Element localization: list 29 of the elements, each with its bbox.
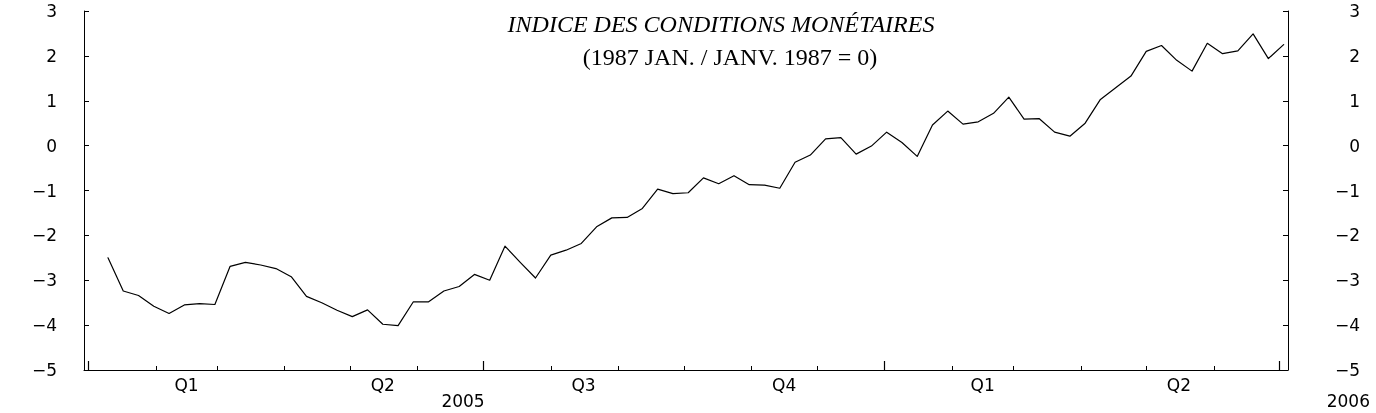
y2-tick-label: −2 (31, 225, 57, 246)
chart-title: INDICE DES CONDITIONS MONÉTAIRES (506, 11, 935, 37)
x-tick-label: Q2 (370, 374, 395, 395)
y-tick-label: −4 (1334, 315, 1360, 336)
y-tick-label: −3 (1334, 270, 1360, 291)
y-tick-label: −2 (1334, 225, 1360, 246)
y-tick-label: 1 (1349, 90, 1360, 111)
text: 2006 (1326, 390, 1370, 411)
text: 2005 (441, 390, 485, 411)
y2-tick-label: −1 (31, 180, 57, 201)
y2-tick-label: 1 (46, 90, 57, 111)
y2-tick-label: 3 (46, 1, 57, 21)
y2-tick-label: −4 (31, 315, 57, 336)
y-tick-label: 2 (1349, 45, 1360, 66)
y-tick-label: −5 (1334, 360, 1360, 380)
line-series (107, 33, 1285, 327)
y2-tick-label: 0 (46, 135, 57, 156)
y2-tick-label: −3 (31, 270, 57, 291)
x-tick-label: Q2 (1166, 374, 1192, 395)
y-tick-label: −1 (1334, 180, 1360, 201)
y2-tick-label: −5 (31, 360, 57, 380)
x-tick-label: Q1 (970, 374, 995, 395)
x-tick-label: Q3 (571, 374, 596, 395)
x-tick-label: Q1 (174, 374, 199, 395)
y-tick-label: 3 (1349, 1, 1360, 21)
x-tick-label: Q4 (772, 374, 797, 395)
y-tick-label: 0 (1349, 135, 1360, 156)
y2-tick-label: 2 (46, 45, 57, 66)
text: (1987 JAN. / JANV. 1987 = 0) (582, 44, 878, 70)
